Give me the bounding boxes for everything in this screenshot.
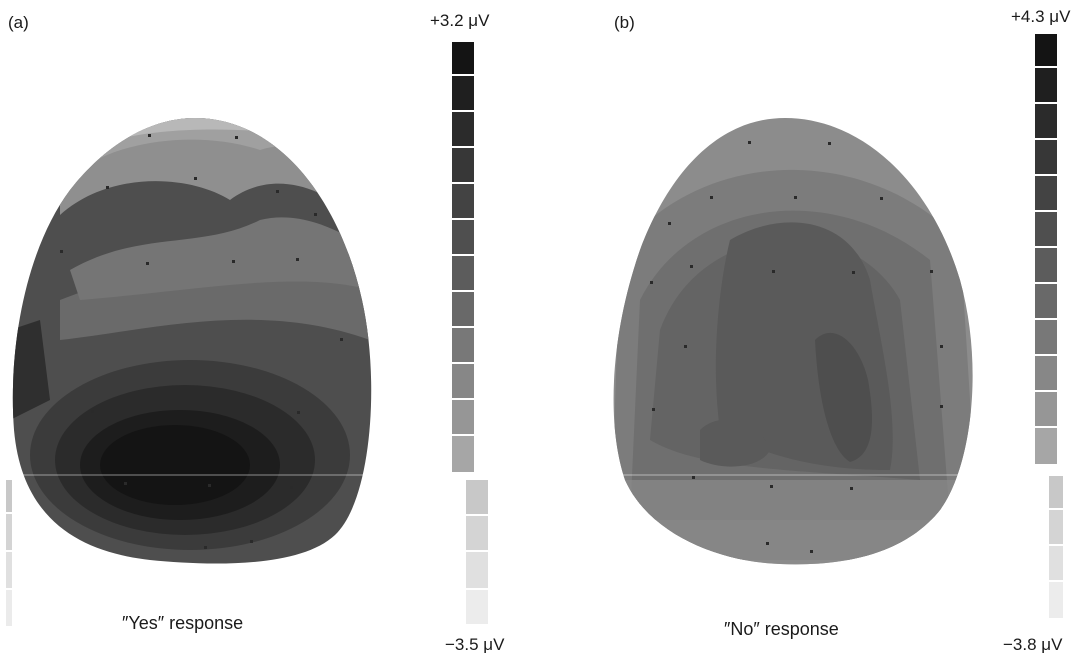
scale-min-label-a: −3.5 μV (445, 635, 505, 654)
scale-max-label-a: +3.2 μV (430, 11, 490, 30)
topo-map-yes (0, 118, 372, 564)
panel-label-a: (a) (8, 13, 29, 32)
scale-max-label-b: +4.3 μV (1011, 7, 1071, 26)
side-swatches-a (6, 480, 12, 626)
color-scale-a (452, 42, 488, 624)
caption-yes-response: ″Yes″ response (122, 613, 244, 633)
scale-min-label-b: −3.8 μV (1003, 635, 1063, 654)
panel-label-b: (b) (614, 13, 635, 32)
caption-no-response: ″No″ response (724, 619, 839, 639)
color-scale-b (1035, 34, 1063, 618)
topo-map-no (610, 118, 973, 565)
